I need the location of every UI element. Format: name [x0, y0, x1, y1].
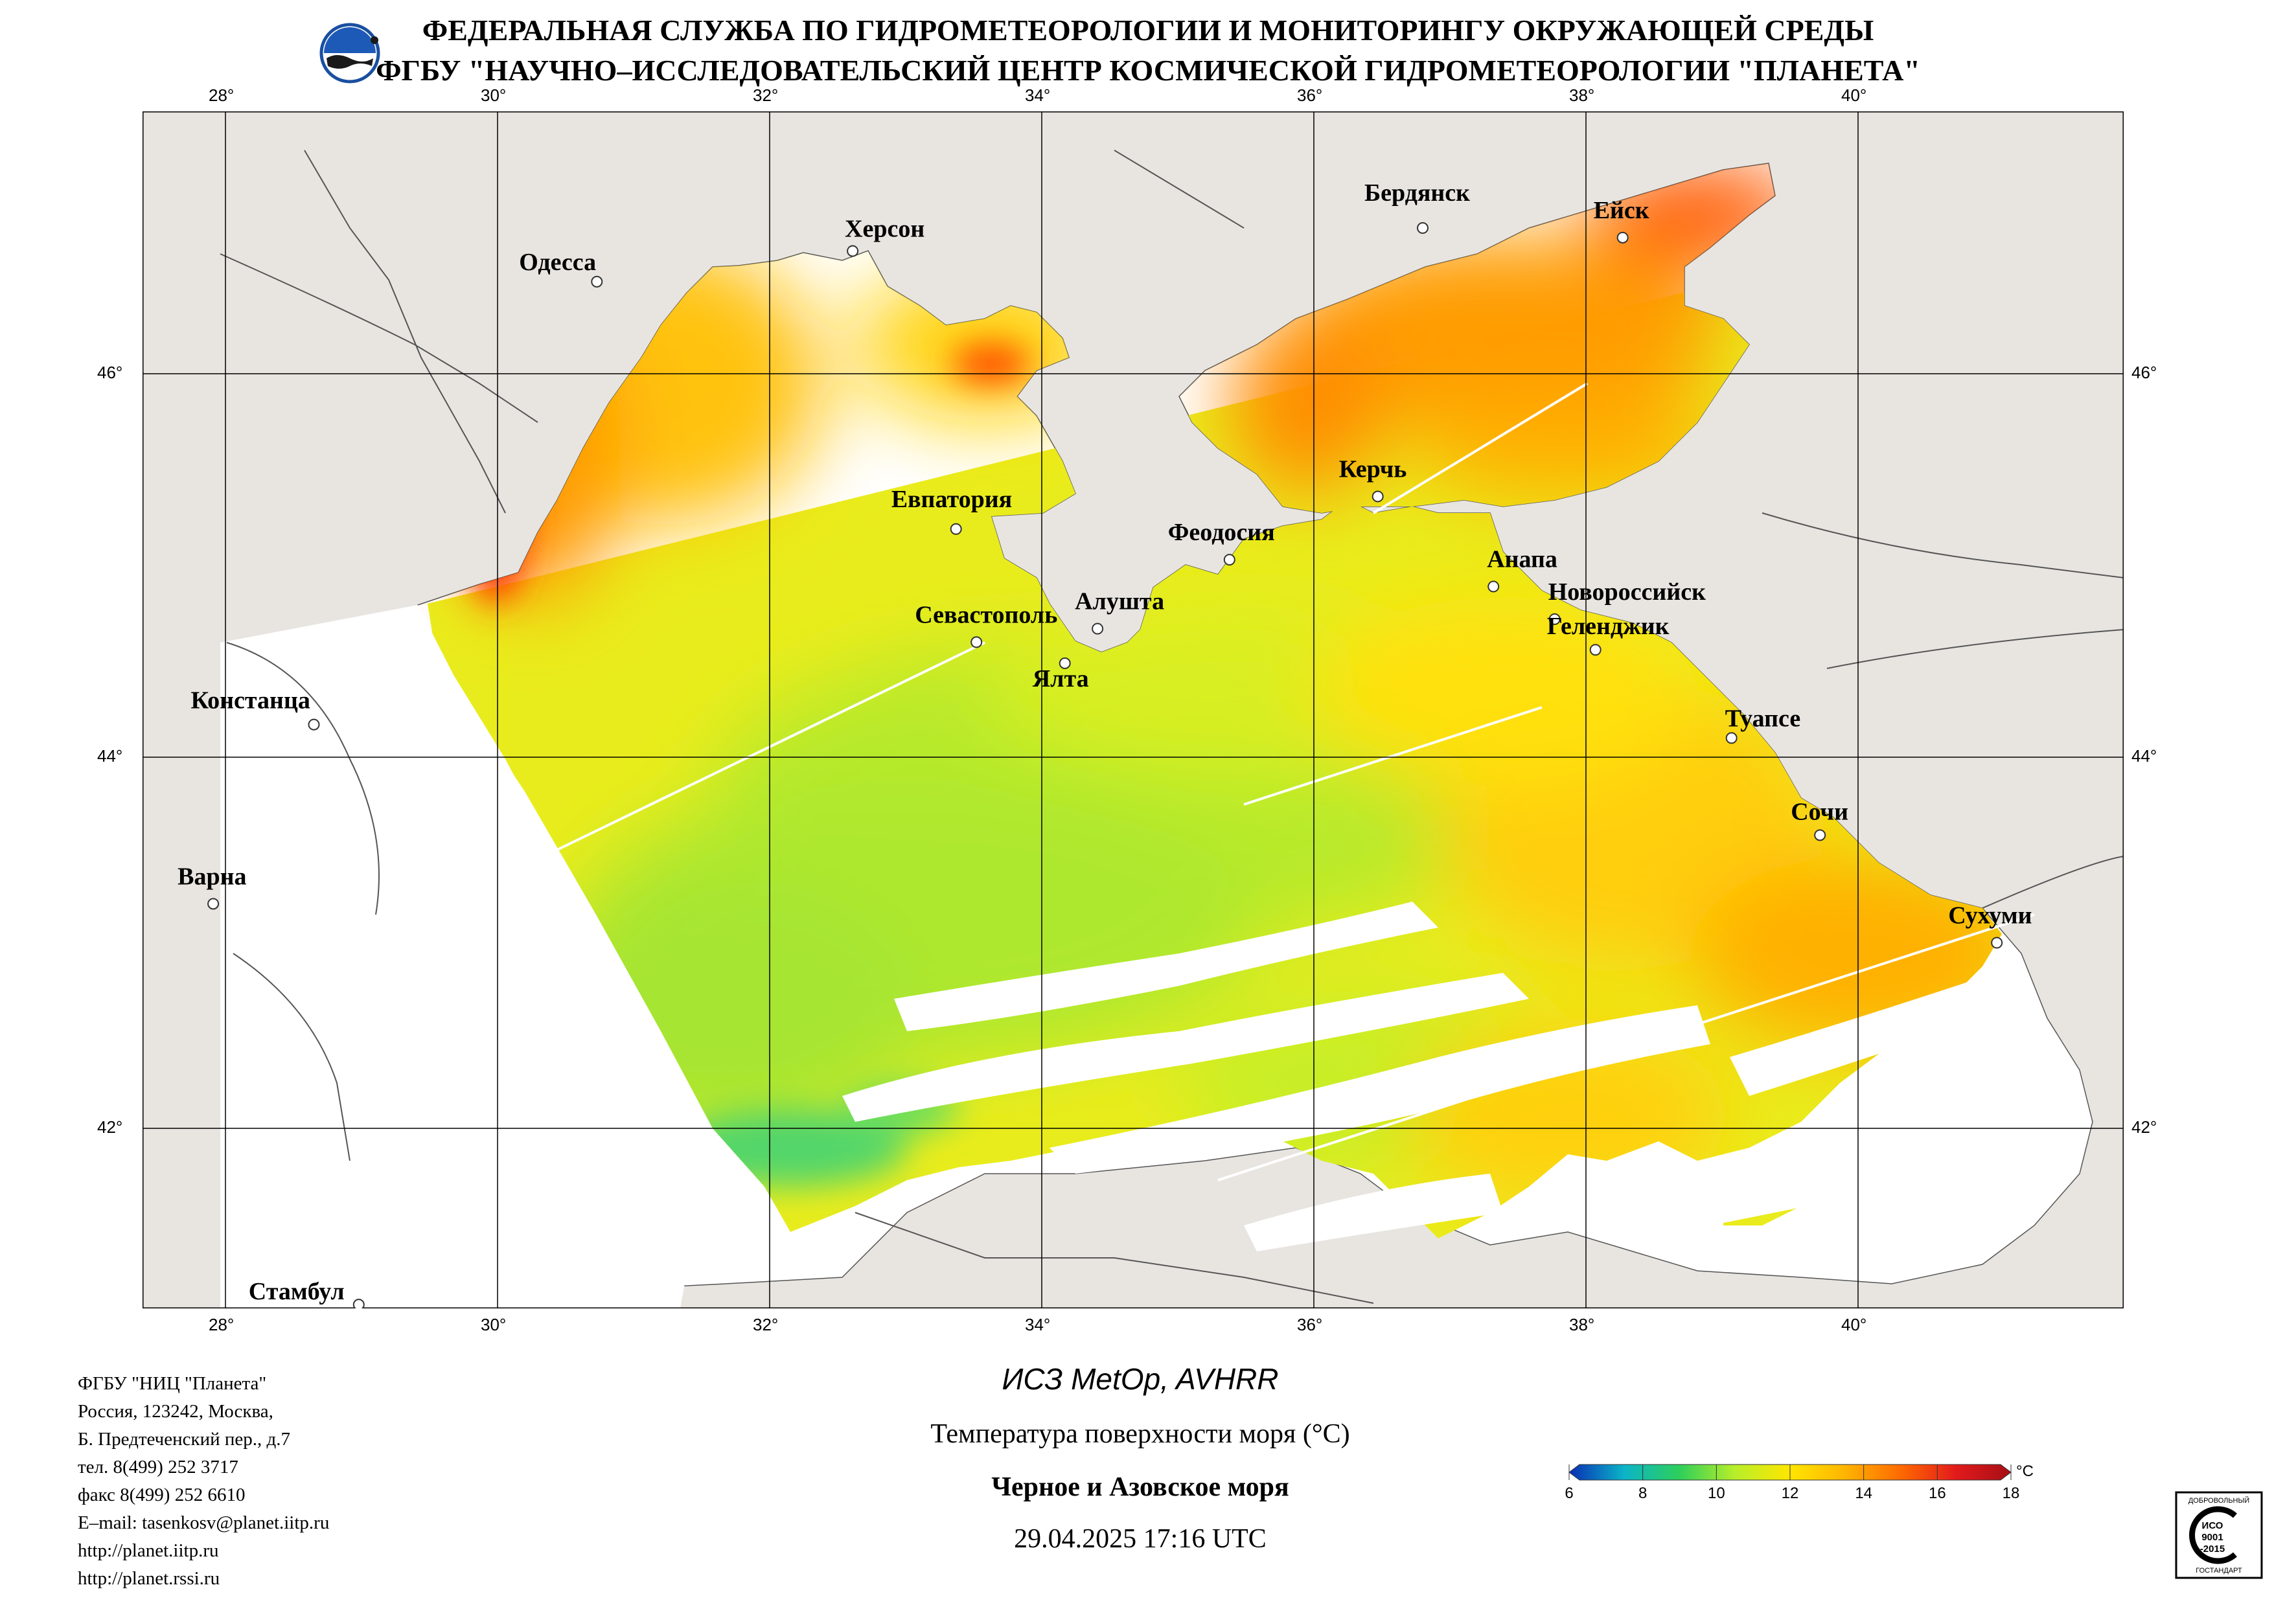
org-website: http://planet.rssi.ru	[78, 1568, 220, 1589]
lon-label-top: 32°	[753, 85, 779, 105]
scan-gap-line	[557, 641, 985, 851]
org-email: E–mail: tasenkosv@planet.iitp.ru	[78, 1512, 330, 1533]
scale-tick-label: 14	[1855, 1485, 1872, 1499]
lon-label-top: 30°	[481, 85, 507, 105]
city-label: Сухуми	[1948, 902, 2032, 929]
city-label: Констанца	[191, 687, 310, 714]
datetime-caption: 29.04.2025 17:16 UTC	[1014, 1524, 1267, 1554]
scale-tick-label: 8	[1638, 1485, 1647, 1499]
lon-label-top: 34°	[1025, 85, 1051, 105]
city-marker	[1616, 231, 1629, 244]
scale-unit: °C	[2016, 1463, 2034, 1480]
city-marker	[970, 636, 983, 648]
city-label: Туапсе	[1725, 705, 1801, 732]
city-marker	[352, 1299, 365, 1311]
scale-tick-label: 10	[1708, 1485, 1725, 1499]
city-layer: Одесса Херсон Бердянск Ейск Евпатория Керчь Фе…	[178, 179, 2032, 1311]
city-marker	[1725, 732, 1738, 744]
lon-label-top: 40°	[1841, 85, 1867, 105]
city-marker	[1372, 490, 1384, 503]
scan-gap-line	[1217, 913, 2035, 1181]
org-line: ФГБУ "НИЦ "Планета"	[78, 1373, 267, 1394]
cert-bottom-text: ГОСТАНДАРТ	[2196, 1567, 2242, 1575]
lat-label-right: 46°	[2131, 363, 2157, 382]
city-label: Сочи	[1791, 798, 1848, 825]
city-label: Новороссийск	[1548, 578, 1706, 606]
lat-label-left: 44°	[97, 746, 123, 766]
lon-label-top: 28°	[209, 85, 235, 105]
org-line: Б. Предтеченский пер., д.7	[78, 1429, 291, 1450]
sst-map: Одесса Херсон Бердянск Ейск Евпатория Керчь Фе…	[97, 85, 2157, 1334]
org-website: http://planet.iitp.ru	[78, 1540, 219, 1561]
city-label: Варна	[178, 863, 246, 890]
lat-label-right: 44°	[2131, 746, 2157, 766]
borders	[220, 150, 2124, 1304]
lat-label-left: 42°	[97, 1117, 123, 1137]
org-line: факс 8(499) 252 6610	[78, 1485, 246, 1505]
city-label: Анапа	[1487, 546, 1557, 573]
cert-iso: ИСО	[2202, 1520, 2223, 1531]
city-label: Бердянск	[1364, 179, 1470, 207]
lon-label-bottom: 34°	[1025, 1315, 1051, 1334]
lon-label-bottom: 28°	[209, 1315, 235, 1334]
lon-label-top: 36°	[1297, 85, 1323, 105]
lon-label-bottom: 30°	[481, 1315, 507, 1334]
cert-iso-year: -2015	[2200, 1544, 2225, 1555]
city-label: Алушта	[1075, 588, 1164, 615]
lon-label-bottom: 36°	[1297, 1315, 1323, 1334]
city-marker	[1991, 937, 2003, 949]
city-label: Одесса	[519, 249, 596, 276]
city-marker	[1548, 613, 1561, 625]
org-line: тел. 8(499) 252 3717	[78, 1457, 238, 1477]
city-label: Геленджик	[1547, 613, 1670, 640]
lon-label-bottom: 38°	[1569, 1315, 1595, 1334]
cert-iso-number: 9001	[2201, 1532, 2223, 1543]
organization-info: ФГБУ "НИЦ "Планета" Россия, 123242, Моск…	[78, 1370, 329, 1593]
planeta-logo-icon	[319, 23, 380, 84]
org-line: Россия, 123242, Москва,	[78, 1401, 273, 1422]
city-label: Стамбул	[249, 1278, 345, 1305]
scale-tick-label: 12	[1782, 1485, 1799, 1499]
lat-label-right: 42°	[2131, 1117, 2157, 1137]
city-marker	[1223, 554, 1235, 566]
scale-tick-label: 18	[2003, 1485, 2020, 1499]
map-canvas: Одесса Херсон Бердянск Ейск Евпатория Керчь Фе…	[141, 110, 2125, 1311]
scan-gap-line	[1243, 706, 1543, 806]
city-marker	[1059, 657, 1071, 669]
lon-label-top: 38°	[1569, 85, 1595, 105]
city-label: Феодосия	[1168, 519, 1275, 546]
city-marker	[847, 245, 859, 257]
city-label: Керчь	[1339, 455, 1407, 483]
city-marker	[1589, 644, 1601, 656]
cert-top-text: ДОБРОВОЛЬНЫЙ	[2188, 1496, 2249, 1505]
lon-label-bottom: 40°	[1841, 1315, 1867, 1334]
header-line-2: ФГБУ "НАУЧНО–ИССЛЕДОВАТЕЛЬСКИЙ ЦЕНТР КОС…	[376, 54, 1920, 87]
scale-tick-label: 6	[1565, 1485, 1573, 1499]
city-marker	[308, 718, 320, 731]
city-marker	[207, 898, 220, 910]
city-marker	[1417, 222, 1429, 234]
parameter-caption: Температура поверхности моря (°С)	[930, 1419, 1350, 1449]
city-marker	[591, 275, 603, 288]
header-line-1: ФЕДЕРАЛЬНАЯ СЛУЖБА ПО ГИДРОМЕТЕОРОЛОГИИ …	[422, 14, 1874, 47]
city-label: Евпатория	[891, 486, 1013, 513]
graticule	[143, 111, 2124, 1308]
lon-label-bottom: 32°	[753, 1315, 779, 1334]
satellite-caption: ИСЗ MetOp, AVHRR	[1002, 1362, 1279, 1396]
city-marker	[1814, 829, 1826, 841]
city-label: Херсон	[845, 216, 924, 243]
lat-label-left: 46°	[97, 363, 123, 382]
region-caption: Черное и Азовское моря	[991, 1472, 1289, 1502]
scale-tick-label: 16	[1929, 1485, 1946, 1499]
city-marker	[950, 523, 962, 535]
iso-certificate-icon: ДОБРОВОЛЬНЫЙ ИСО 9001 -2015 ГОСТАНДАРТ	[2175, 1491, 2263, 1579]
city-marker	[1092, 622, 1104, 635]
city-label: Севастополь	[915, 601, 1057, 628]
no-data-areas	[220, 605, 2021, 1308]
city-label: Ейск	[1594, 197, 1649, 224]
city-label: Ялта	[1033, 665, 1089, 692]
scan-gap-line	[1372, 382, 1589, 514]
color-scale: 6 8 10 12 14 16 18 °C	[1565, 1463, 2034, 1499]
city-marker	[1487, 580, 1500, 593]
